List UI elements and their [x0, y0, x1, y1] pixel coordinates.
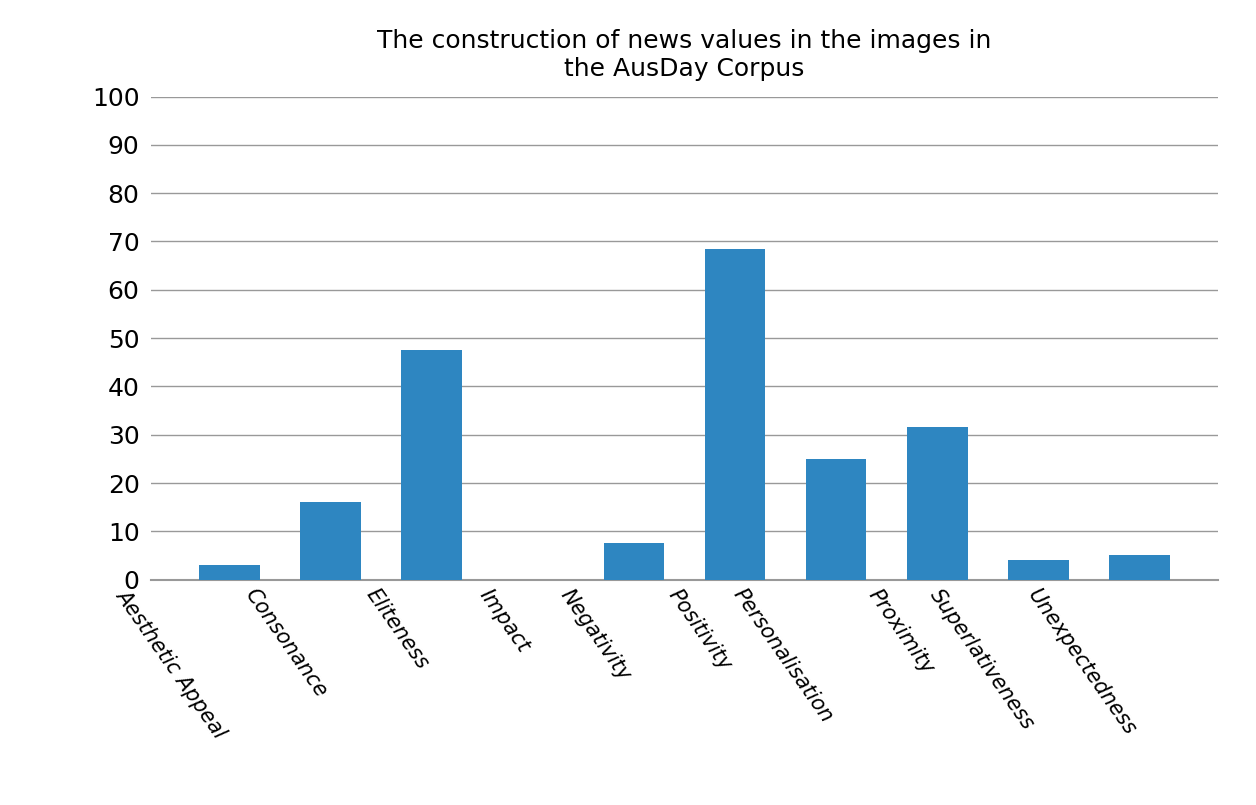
Bar	[1109, 555, 1169, 580]
Bar	[300, 502, 360, 580]
Bar	[200, 565, 260, 580]
Bar	[907, 427, 967, 580]
Bar	[604, 543, 664, 580]
Bar	[705, 249, 765, 580]
Title: The construction of news values in the images in
the AusDay Corpus: The construction of news values in the i…	[377, 29, 992, 80]
Bar	[402, 350, 462, 580]
Bar	[1009, 560, 1069, 580]
Bar	[806, 459, 867, 580]
